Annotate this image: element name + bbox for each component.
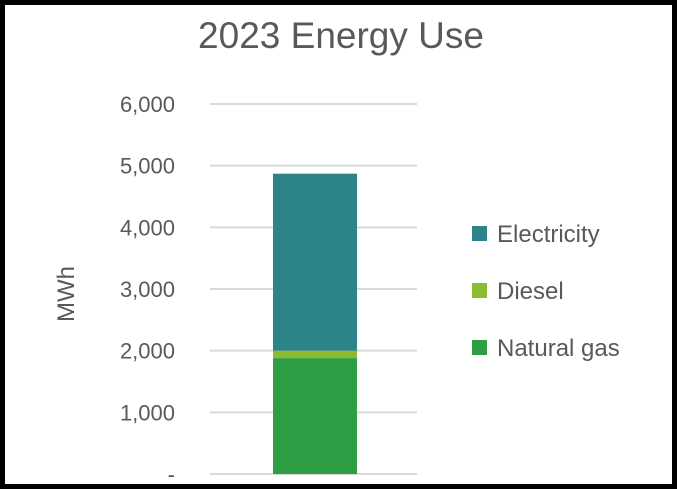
legend-label: Natural gas [497, 335, 620, 362]
legend-label: Electricity [497, 221, 600, 248]
bar-segment-natural-gas [273, 358, 357, 474]
legend-item-electricity: Electricity [472, 221, 600, 248]
chart-title: 2023 Energy Use [198, 15, 484, 56]
y-tick-label: 4,000 [120, 215, 175, 240]
legend: Electricity Diesel Natural gas [472, 221, 620, 362]
legend-label: Diesel [497, 278, 564, 305]
legend-swatch [472, 283, 487, 298]
legend-item-natural-gas: Natural gas [472, 335, 620, 362]
legend-swatch [472, 340, 487, 355]
y-axis-title: MWh [53, 266, 80, 322]
y-tick-label: - [168, 462, 175, 487]
y-tick-label: 5,000 [120, 154, 175, 179]
legend-item-diesel: Diesel [472, 278, 564, 305]
y-tick-label: 1,000 [120, 400, 175, 425]
legend-swatch [472, 226, 487, 241]
y-axis-tick-labels: - 1,000 2,000 3,000 4,000 5,000 6,000 [120, 92, 175, 487]
bars [273, 173, 357, 474]
y-tick-label: 6,000 [120, 92, 175, 117]
y-tick-label: 2,000 [120, 339, 175, 364]
bar-segment-diesel [273, 350, 357, 359]
bar-segment-electricity [273, 173, 357, 351]
y-tick-label: 3,000 [120, 277, 175, 302]
